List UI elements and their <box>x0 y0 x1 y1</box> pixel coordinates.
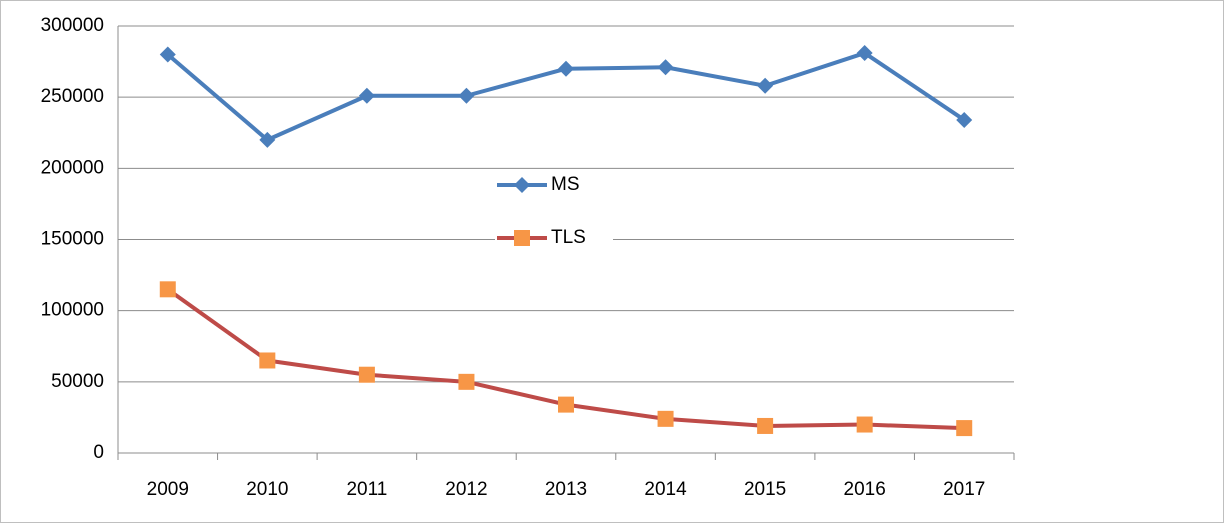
marker <box>259 352 276 369</box>
x-tick-label: 2016 <box>844 479 886 500</box>
legend-marker <box>514 230 530 246</box>
marker <box>856 45 873 62</box>
legend-label: TLS <box>551 227 586 248</box>
y-tick-label: 0 <box>93 442 104 463</box>
marker <box>358 366 375 383</box>
marker <box>358 87 375 104</box>
marker <box>458 87 475 104</box>
legend-marker <box>514 177 530 193</box>
marker <box>558 60 574 77</box>
marker <box>956 420 973 437</box>
x-tick-label: 2010 <box>246 479 288 500</box>
y-tick-label: 50000 <box>51 371 104 392</box>
marker <box>159 281 176 298</box>
marker <box>558 396 574 413</box>
marker <box>757 77 774 94</box>
marker <box>458 373 475 390</box>
x-tick-label: 2009 <box>147 479 189 500</box>
y-tick-label: 150000 <box>41 229 104 250</box>
marker <box>657 410 674 427</box>
legend-label: MS <box>551 174 580 195</box>
x-tick-label: 2012 <box>445 479 487 500</box>
marker <box>657 59 674 76</box>
marker <box>259 131 276 148</box>
marker <box>757 417 774 434</box>
y-tick-label: 200000 <box>41 157 104 178</box>
x-tick-label: 2015 <box>744 479 786 500</box>
y-tick-label: 100000 <box>41 300 104 321</box>
marker <box>159 46 176 63</box>
y-tick-label: 300000 <box>41 15 104 36</box>
marker <box>956 111 973 128</box>
x-tick-label: 2013 <box>545 479 587 500</box>
x-tick-label: 2014 <box>644 479 687 500</box>
x-tick-label: 2011 <box>346 479 387 500</box>
y-tick-label: 250000 <box>41 86 104 107</box>
x-tick-label: 2017 <box>943 479 985 500</box>
marker <box>856 416 873 433</box>
